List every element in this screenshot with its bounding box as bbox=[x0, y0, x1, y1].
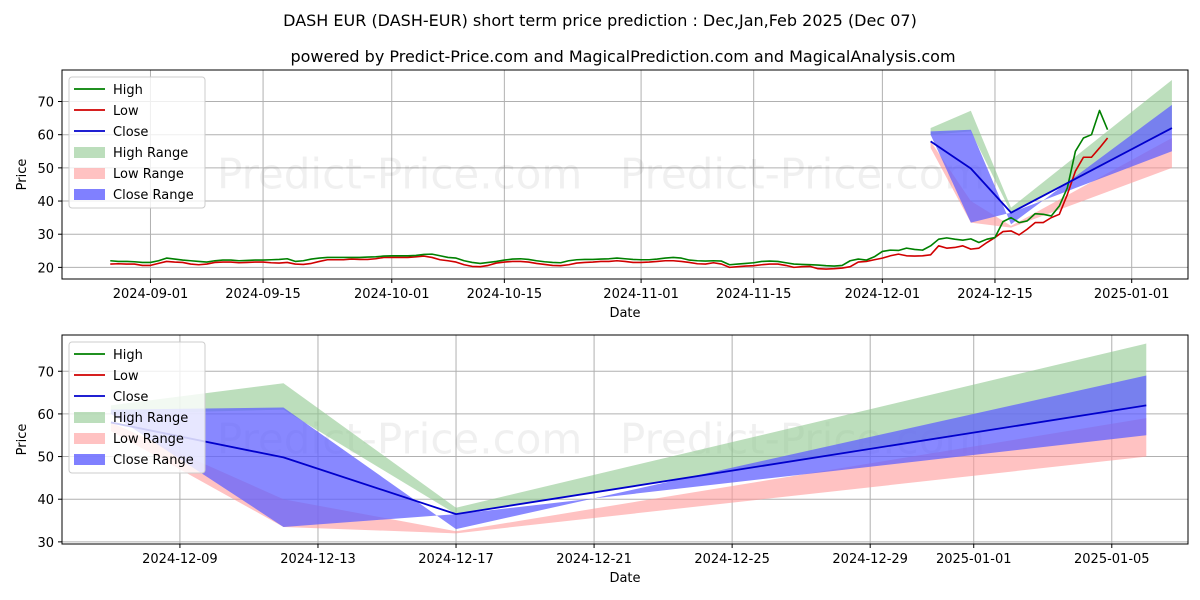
bottom-x-tick-label: 2024-12-25 bbox=[694, 552, 770, 567]
top-legend-low-range-swatch bbox=[74, 168, 105, 179]
bottom-legend-low-range-swatch bbox=[74, 433, 105, 444]
bottom-legend-low-range-label: Low Range bbox=[113, 432, 184, 447]
top-legend-high-range-label: High Range bbox=[113, 146, 188, 161]
bottom-x-tick-label: 2025-01-05 bbox=[1074, 552, 1150, 567]
chart-title: DASH EUR (DASH-EUR) short term price pre… bbox=[283, 11, 917, 30]
top-y-tick-label: 60 bbox=[37, 129, 54, 144]
bottom-legend-close-range-label: Close Range bbox=[113, 453, 194, 468]
top-legend-high-range-swatch bbox=[74, 147, 105, 158]
top-x-tick-label: 2024-10-15 bbox=[467, 287, 543, 302]
bottom-legend: High Low Close High Range Low Range Close Ran… bbox=[68, 341, 206, 474]
bottom-chart-panel: Predict-Price.comPredict-Price.com2024-1… bbox=[15, 334, 1189, 586]
top-watermark-right: Predict-Price.com bbox=[620, 150, 985, 199]
top-y-tick-label: 30 bbox=[37, 228, 54, 243]
bottom-x-tick-label: 2024-12-29 bbox=[832, 552, 908, 567]
top-x-tick-label: 2024-12-01 bbox=[845, 287, 921, 302]
top-legend-close-range-label: Close Range bbox=[113, 188, 194, 203]
bottom-x-tick-label: 2024-12-17 bbox=[418, 552, 494, 567]
top-y-tick-label: 70 bbox=[37, 96, 54, 111]
top-x-tick-label: 2024-09-15 bbox=[225, 287, 301, 302]
bottom-legend-close-range-swatch bbox=[74, 454, 105, 465]
top-x-tick-label: 2024-09-01 bbox=[113, 287, 189, 302]
bottom-x-tick-label: 2025-01-01 bbox=[936, 552, 1012, 567]
bottom-y-tick-label: 50 bbox=[37, 451, 54, 466]
bottom-axes-frame bbox=[61, 334, 1189, 545]
top-x-tick-label: 2024-10-01 bbox=[354, 287, 430, 302]
top-x-tick-label: 2024-11-01 bbox=[603, 287, 679, 302]
top-legend-high-label: High bbox=[113, 83, 143, 98]
top-low-series-line bbox=[110, 137, 1109, 270]
top-close-series-line bbox=[930, 127, 1173, 214]
top-legend-close-label: Close bbox=[113, 125, 148, 140]
top-axes-frame bbox=[61, 69, 1189, 280]
top-low-range-band bbox=[930, 138, 1172, 228]
top-y-tick-label: 20 bbox=[37, 261, 54, 276]
bottom-legend-low-label: Low bbox=[113, 369, 139, 384]
bottom-x-tick-label: 2024-12-13 bbox=[280, 552, 356, 567]
bottom-close-range-band bbox=[110, 375, 1147, 530]
bottom-y-axis-label: Price bbox=[15, 424, 30, 456]
top-close-range-band bbox=[930, 104, 1172, 225]
bottom-y-tick-label: 30 bbox=[37, 536, 54, 551]
top-x-tick-label: 2024-12-15 bbox=[957, 287, 1033, 302]
bottom-x-axis-label: Date bbox=[609, 571, 640, 586]
bottom-low-range-band bbox=[110, 418, 1147, 534]
bottom-x-tick-label: 2024-12-21 bbox=[556, 552, 632, 567]
bottom-y-tick-label: 70 bbox=[37, 365, 54, 380]
bottom-legend-close-label: Close bbox=[113, 390, 148, 405]
bottom-legend-high-range-swatch bbox=[74, 412, 105, 423]
top-watermark-left: Predict-Price.com bbox=[217, 150, 582, 199]
chart-subtitle: powered by Predict-Price.com and Magical… bbox=[290, 47, 955, 66]
bottom-y-tick-label: 60 bbox=[37, 408, 54, 423]
top-high-series-line bbox=[110, 109, 1109, 267]
top-x-tick-label: 2025-01-01 bbox=[1094, 287, 1170, 302]
top-legend: High Low Close High Range Low Range Close Ran… bbox=[68, 76, 206, 209]
top-legend-low-range-label: Low Range bbox=[113, 167, 184, 182]
top-legend-low-label: Low bbox=[113, 104, 139, 119]
bottom-y-tick-label: 40 bbox=[37, 493, 54, 508]
top-y-tick-label: 40 bbox=[37, 195, 54, 210]
top-x-axis-label: Date bbox=[609, 306, 640, 321]
top-chart-panel: Predict-Price.com Predict-Price.com 2024-0… bbox=[15, 69, 1189, 321]
top-x-tick-label: 2024-11-15 bbox=[716, 287, 792, 302]
bottom-x-tick-label: 2024-12-09 bbox=[142, 552, 218, 567]
top-y-tick-label: 50 bbox=[37, 162, 54, 177]
bottom-legend-high-range-label: High Range bbox=[113, 411, 188, 426]
bottom-legend-high-label: High bbox=[113, 348, 143, 363]
top-y-axis-label: Price bbox=[15, 159, 30, 191]
top-legend-close-range-swatch bbox=[74, 189, 105, 200]
